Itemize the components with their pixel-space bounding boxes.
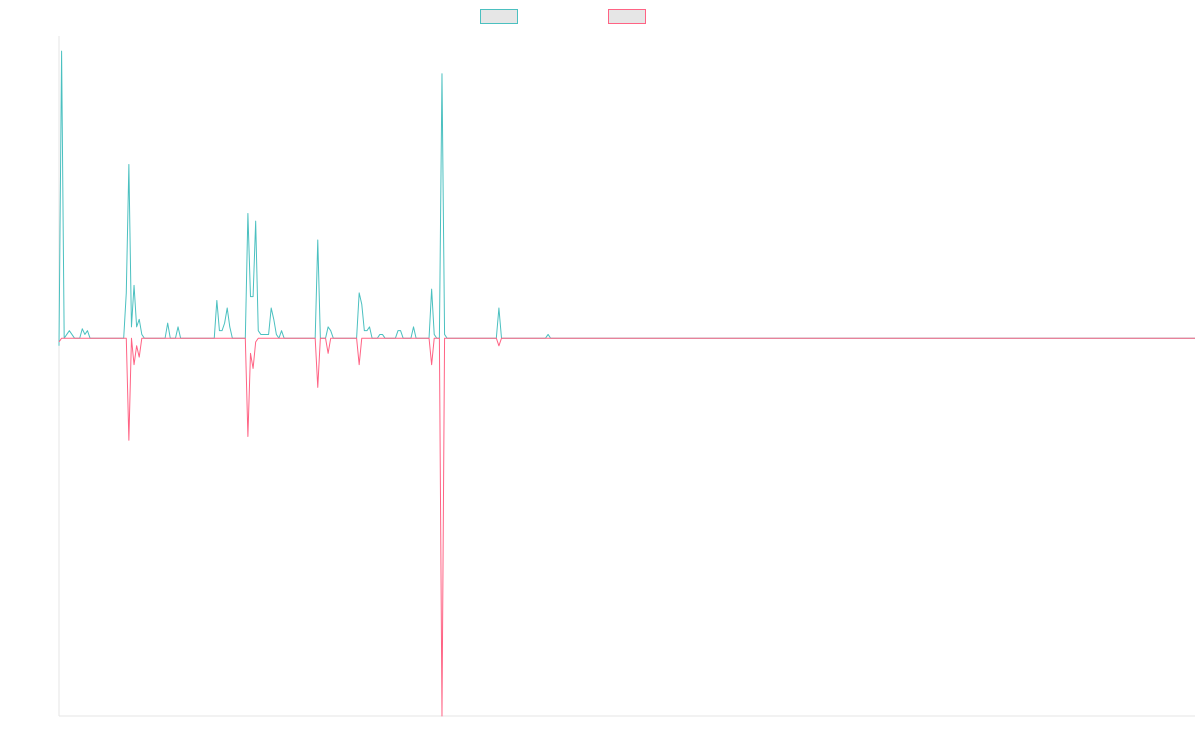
- series-line-1: [58, 50, 1195, 346]
- legend: [480, 9, 652, 24]
- legend-item-series-1[interactable]: [480, 9, 524, 24]
- series-layer: [58, 50, 1195, 717]
- legend-swatch-series-1: [480, 9, 518, 24]
- series-line-2: [58, 337, 1195, 717]
- legend-item-series-2[interactable]: [608, 9, 652, 24]
- legend-swatch-series-2: [608, 9, 646, 24]
